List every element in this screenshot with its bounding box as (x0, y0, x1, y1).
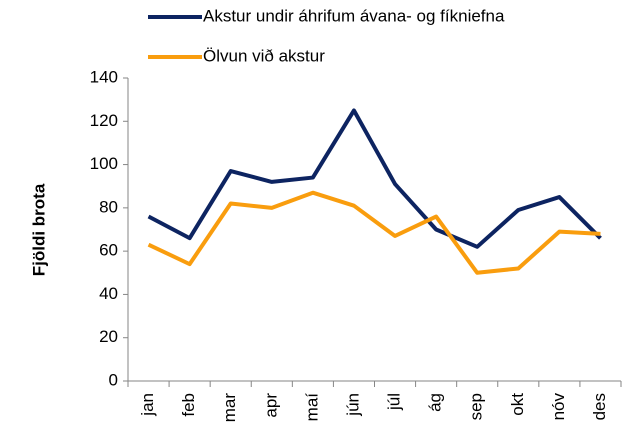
x-tick-label: sep (467, 393, 486, 420)
legend-label: Ölvun við akstur (203, 46, 325, 65)
x-tick-label: jan (138, 393, 157, 417)
series-line (147, 108, 602, 249)
y-tick-label: 20 (99, 327, 118, 346)
x-tick-label: jún (343, 393, 362, 417)
x-tick-label: júl (385, 393, 404, 411)
series-line (147, 190, 601, 275)
x-tick-label: maí (302, 393, 321, 422)
y-tick-label: 80 (99, 197, 118, 216)
x-tick-label: ág (426, 393, 445, 412)
legend-label: Akstur undir áhrifum ávana- og fíkniefna (203, 6, 505, 25)
x-tick-label: mar (220, 393, 239, 423)
x-tick-label: feb (179, 393, 198, 417)
y-tick-label: 140 (90, 67, 118, 86)
y-tick-label: 60 (99, 241, 118, 260)
x-tick-label: des (590, 393, 609, 420)
y-tick-label: 40 (99, 284, 118, 303)
y-tick-label: 0 (109, 370, 118, 389)
x-tick-label: nóv (549, 393, 568, 421)
x-tick-label: apr (261, 393, 280, 418)
y-tick-label: 100 (90, 154, 118, 173)
x-tick-label: okt (508, 393, 527, 416)
y-axis-label: Fjöldi brota (29, 183, 48, 276)
y-tick-label: 120 (90, 111, 118, 130)
